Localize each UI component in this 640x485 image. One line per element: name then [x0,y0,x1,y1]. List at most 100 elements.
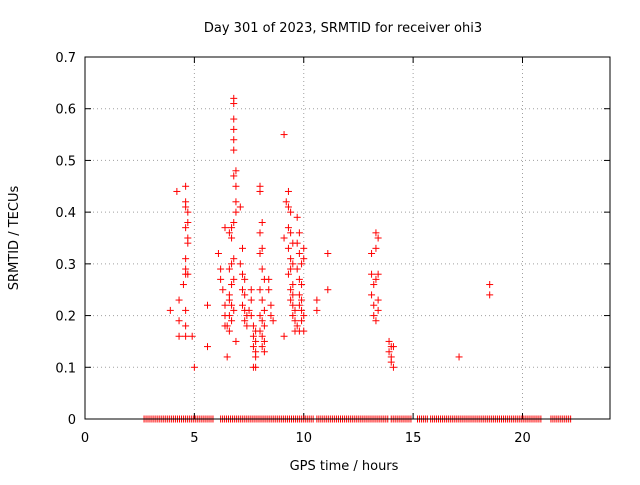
y-tick-label: 0.3 [55,258,76,273]
data-point [249,332,257,340]
data-point [182,306,190,314]
data-point [232,337,240,345]
data-point [265,275,273,283]
y-tick-label: 0.1 [55,361,76,376]
x-axis-label: GPS time / hours [290,459,399,474]
data-point [289,312,297,320]
data-point [182,270,190,278]
data-point [225,296,233,304]
data-point [295,301,303,309]
data-point [486,291,494,299]
data-point [184,208,192,216]
data-point [368,291,376,299]
data-point [219,286,227,294]
data-point [265,286,273,294]
data-point [217,265,225,273]
data-point [387,358,395,366]
data-point [239,301,246,309]
data-point [258,265,266,273]
data-point [182,322,190,330]
plot-frame [84,56,611,420]
y-tick-label: 0.6 [55,103,76,118]
data-point [228,281,236,289]
data-point [256,312,264,320]
y-tick-label: 0.2 [55,310,76,325]
data-point [289,260,297,268]
data-point [230,306,238,314]
data-point [385,348,393,356]
data-point [230,275,238,283]
data-point [247,296,255,304]
data-point [486,281,494,289]
data-point [370,301,378,309]
data-point [287,255,295,263]
data-point [249,322,257,330]
data-point [256,229,264,237]
y-axis-label: SRMTID / TECUs [7,186,22,291]
data-point [230,125,238,133]
data-point [182,182,190,190]
data-point [287,265,295,273]
data-point [370,312,378,320]
data-point [284,270,292,278]
x-tick-label: 5 [190,431,198,446]
data-point [267,312,275,320]
data-point [368,270,376,278]
data-point [204,301,211,309]
data-point [289,291,297,299]
data-point [324,250,332,258]
data-point [241,317,249,325]
data-point [204,343,211,351]
data-point [223,322,231,330]
data-point [293,265,301,273]
data-point [221,224,229,232]
data-point [166,306,174,314]
data-point [223,353,231,361]
data-point [184,218,192,226]
data-point [284,224,292,232]
data-point [230,218,238,226]
data-point [313,306,321,314]
data-point [175,332,183,340]
data-point [372,229,380,237]
data-point [293,322,301,330]
data-point [232,208,240,216]
data-point [269,317,277,325]
data-point [173,187,181,195]
data-point [300,255,308,263]
data-point [370,281,378,289]
data-point [295,250,303,258]
x-tick-label: 15 [405,431,422,446]
data-point [228,224,236,232]
data-point [295,275,303,283]
data-point [284,244,292,252]
data-point [252,363,260,371]
data-point [247,286,255,294]
data-point [225,229,233,237]
data-point [372,244,380,252]
data-point [230,255,238,263]
data-point [374,270,382,278]
data-point [293,213,301,221]
data-point [324,286,332,294]
data-point [260,306,268,314]
data-point [258,317,266,325]
data-point [289,301,297,309]
data-point [236,260,244,268]
data-point [236,203,244,211]
data-point [313,296,321,304]
data-point [280,131,288,139]
data-point [372,317,380,325]
y-tick-label: 0.5 [55,154,76,169]
data-point [280,234,288,242]
data-point [287,296,295,304]
data-point [217,275,225,283]
data-point [284,187,292,195]
data-point [267,301,275,309]
chart-title: Day 301 of 2023, SRMTID for receiver ohi… [204,21,482,36]
data-point [232,198,240,206]
data-point [374,296,382,304]
data-point [287,286,295,294]
data-point [239,286,246,294]
